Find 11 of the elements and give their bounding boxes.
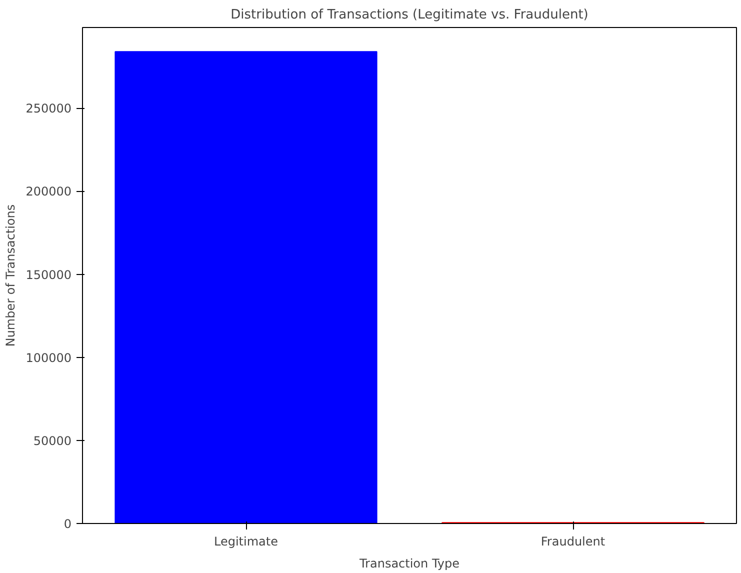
- x-tick-label: Legitimate: [214, 534, 278, 548]
- y-tick-label: 0: [64, 517, 72, 531]
- y-tick-label: 100000: [26, 350, 72, 365]
- y-tick-label: 150000: [26, 268, 72, 282]
- chart-title: Distribution of Transactions (Legitimate vs. Fraudulent): [230, 8, 588, 22]
- y-axis-title: Number of Transactions: [4, 204, 18, 347]
- y-tick-label: 50000: [33, 434, 72, 448]
- x-tick-label: Fraudulent: [540, 534, 606, 548]
- y-tick-label: 200000: [26, 184, 72, 199]
- x-axis-title: Transaction Type: [358, 556, 460, 570]
- y-tick-label: 250000: [26, 102, 72, 116]
